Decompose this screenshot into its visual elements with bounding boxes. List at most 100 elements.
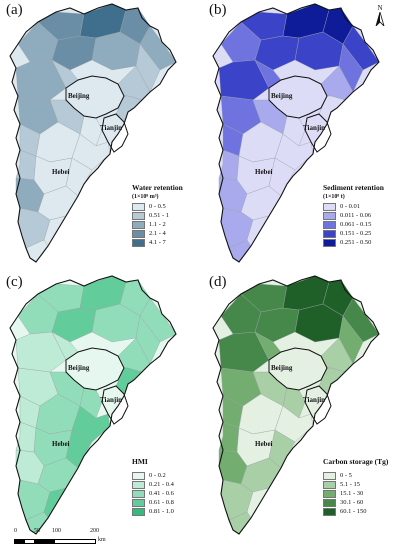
legend-class-label: 0.061 - 0.15	[340, 220, 372, 228]
legend-row: 0.151 - 0.25	[323, 230, 384, 239]
legend-class-label: 2.1 - 4	[149, 229, 166, 237]
region-label-tianjin: Tianjin	[100, 124, 123, 132]
legend-row: 0 - 0.2	[132, 472, 174, 481]
legend-swatch	[132, 230, 145, 238]
legend-class-label: 0.61 - 0.8	[149, 498, 174, 506]
legend-class-label: 0.251 - 0.50	[340, 238, 372, 246]
choropleth-map	[212, 3, 380, 263]
region-label-hebei: Hebei	[52, 168, 70, 176]
legend-row: 0 - 0.5	[132, 203, 183, 212]
legend-class-label: 0.21 - 0.4	[149, 480, 174, 488]
legend-swatch	[323, 481, 336, 489]
legend-swatch	[132, 212, 145, 220]
legend-swatch	[323, 230, 336, 238]
region-label-hebei: Hebei	[255, 168, 273, 176]
scale-seg-3	[34, 539, 56, 544]
legend-class-label: 0.011 - 0.06	[340, 211, 372, 219]
legend-row: 1.1 - 2	[132, 221, 183, 230]
legend-swatch	[323, 212, 336, 220]
north-label: N	[377, 4, 383, 12]
map-panel-a: (a) Beijing Tianjin Hebei Water retention (1×…	[0, 0, 200, 268]
legend-title: Water retention	[132, 183, 183, 192]
legend-row: 0.061 - 0.15	[323, 221, 384, 230]
legend-row: 60.1 - 150	[323, 508, 388, 517]
legend-class-label: 0 - 5	[340, 471, 352, 479]
county-3	[139, 297, 177, 343]
legend-row: 15.1 - 30	[323, 490, 388, 499]
region-label-beijing: Beijing	[271, 364, 293, 372]
legend-class-label: 0.41 - 0.6	[149, 489, 174, 497]
legend-swatch	[132, 499, 145, 507]
legend-class-label: 4.1 - 7	[149, 238, 166, 246]
legend-row: 0.21 - 0.4	[132, 481, 174, 490]
legend-row: 0.51 - 1	[132, 212, 183, 221]
legend-row: 0.41 - 0.6	[132, 490, 174, 499]
legend-swatch	[132, 490, 145, 498]
legend-unit: (1×10⁸ t)	[323, 193, 345, 200]
north-arrow: N	[375, 4, 385, 28]
legend-row: 0.81 - 1.0	[132, 508, 174, 517]
tianjin-boundary	[304, 385, 332, 425]
legend-class-label: 30.1 - 60	[340, 498, 364, 506]
legend-row: 0.251 - 0.50	[323, 239, 384, 248]
scale-tick-0: 0	[14, 528, 17, 534]
legend-class-label: 1.1 - 2	[149, 220, 166, 228]
legend-class-label: 0 - 0.2	[149, 471, 166, 479]
beijing-boundary	[268, 347, 328, 391]
tianjin-boundary	[101, 113, 129, 153]
choropleth-map	[9, 3, 177, 263]
legend-swatch	[323, 221, 336, 229]
map-panel-b: (b) Beijing Tianjin Hebei N Sediment retenti…	[203, 0, 403, 268]
map-panel-d: (d) Beijing Tianjin Hebei Carbon storage (Tg…	[203, 272, 403, 540]
legend-row: 2.1 - 4	[132, 230, 183, 239]
map-legend: Water retention (1×10⁸ m³) 0 - 0.5 0.51 -…	[132, 184, 183, 248]
hebei-boundary	[212, 275, 380, 535]
scale-tick-50: 50	[34, 528, 40, 534]
hebei-boundary	[9, 275, 177, 535]
legend-swatch	[132, 221, 145, 229]
legend-row: 0 - 0.01	[323, 203, 384, 212]
scale-bar: 0 50 100 200 km	[14, 528, 214, 548]
legend-class-label: 15.1 - 30	[340, 489, 364, 497]
panel-label: (b)	[209, 2, 227, 18]
scale-tick-200: 200	[90, 528, 99, 534]
legend-class-label: 0 - 0.5	[149, 202, 166, 210]
tianjin-boundary	[101, 385, 129, 425]
legend-swatch	[323, 239, 336, 247]
scale-unit: km	[98, 537, 106, 543]
county-3	[342, 297, 380, 343]
tianjin-boundary	[304, 113, 332, 153]
legend-row: 0.011 - 0.06	[323, 212, 384, 221]
legend-title: Carbon storage (Tg)	[323, 457, 389, 466]
legend-swatch	[323, 490, 336, 498]
legend-swatch	[132, 481, 145, 489]
panel-label: (a)	[6, 2, 23, 18]
legend-swatch	[132, 508, 145, 516]
region-label-tianjin: Tianjin	[100, 396, 123, 404]
hebei-boundary	[9, 3, 177, 263]
legend-title: HMI	[132, 457, 148, 466]
legend-unit: (1×10⁸ m³)	[132, 193, 159, 200]
legend-class-label: 5.1 - 15	[340, 480, 361, 488]
panel-label: (d)	[209, 274, 227, 290]
legend-swatch	[132, 472, 145, 480]
legend-row: 4.1 - 7	[132, 239, 183, 248]
legend-row: 0.61 - 0.8	[132, 499, 174, 508]
legend-row: 5.1 - 15	[323, 481, 388, 490]
map-legend: HMI 0 - 0.2 0.21 - 0.4 0.41 - 0.6 0.61 -…	[132, 458, 174, 517]
legend-class-label: 0.51 - 1	[149, 211, 170, 219]
county-3	[342, 25, 380, 71]
legend-title: Sediment retention	[323, 183, 384, 192]
legend-class-label: 0.81 - 1.0	[149, 507, 174, 515]
legend-swatch	[323, 508, 336, 516]
legend-swatch	[323, 203, 336, 211]
legend-swatch	[132, 239, 145, 247]
legend-class-label: 60.1 - 150	[340, 507, 367, 515]
map-legend: Carbon storage (Tg) 0 - 5 5.1 - 15 15.1 …	[323, 458, 388, 517]
region-label-tianjin: Tianjin	[303, 396, 326, 404]
scale-seg-4	[54, 539, 96, 544]
region-label-hebei: Hebei	[52, 440, 70, 448]
region-label-beijing: Beijing	[271, 92, 293, 100]
beijing-boundary	[65, 75, 125, 119]
legend-row: 30.1 - 60	[323, 499, 388, 508]
